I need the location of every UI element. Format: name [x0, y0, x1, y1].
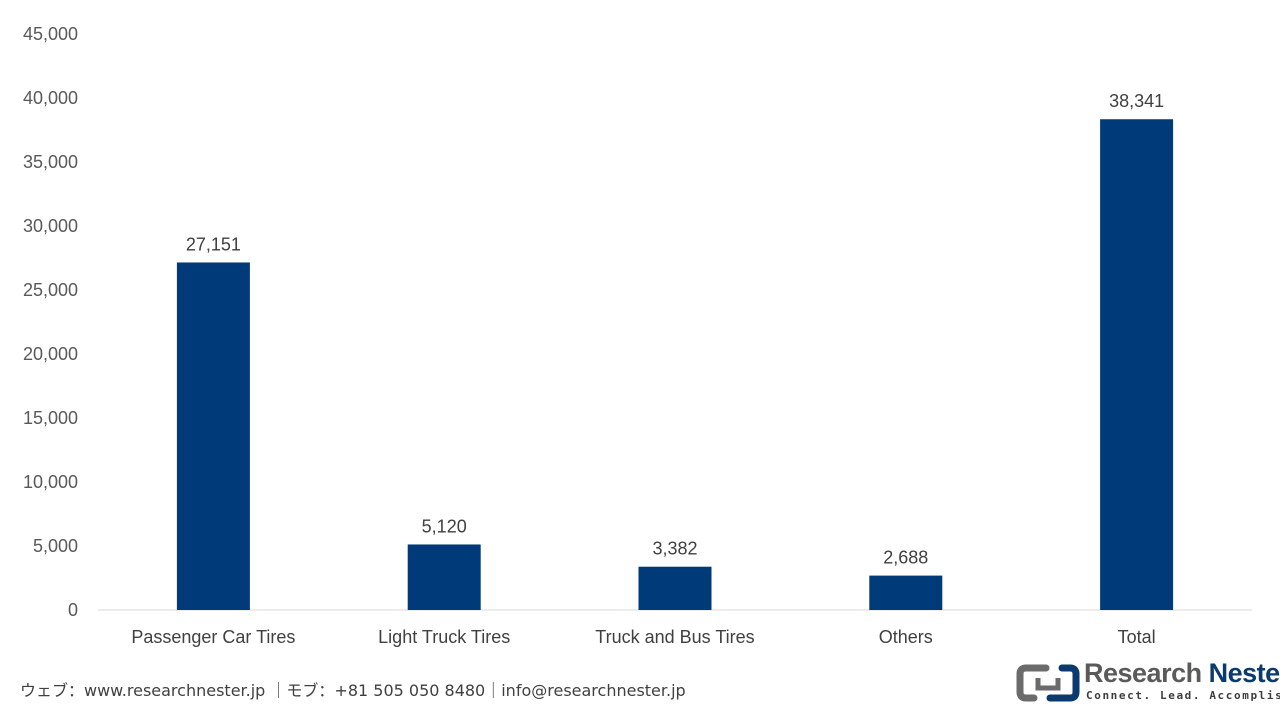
y-tick-label: 40,000 [23, 88, 78, 108]
y-tick-label: 30,000 [23, 216, 78, 236]
x-category-label: Light Truck Tires [378, 627, 510, 647]
bar-data-label: 38,341 [1109, 91, 1164, 111]
y-tick-label: 15,000 [23, 408, 78, 428]
x-category-label: Passenger Car Tires [131, 627, 295, 647]
bar [407, 544, 481, 610]
x-category-label: Total [1118, 627, 1156, 647]
research-nester-logo-icon [1016, 664, 1080, 702]
y-tick-label: 20,000 [23, 344, 78, 364]
y-tick-label: 25,000 [23, 280, 78, 300]
logo-name-part1: Research [1084, 658, 1209, 688]
bar-data-label: 3,382 [652, 539, 697, 559]
x-category-label: Others [879, 627, 933, 647]
y-axis: 0 5,000 10,000 15,000 20,000 25,000 30,000 35,0… [23, 24, 78, 620]
logo-title: Research Nester [1084, 658, 1280, 689]
bar-data-label: 5,120 [422, 516, 467, 536]
y-tick-label: 35,000 [23, 152, 78, 172]
category-labels: Passenger Car Tires Light Truck Tires Truc… [131, 627, 1155, 647]
footer-contact: ウェブ：www.researchnester.jp ｜モブ：+81 505 05… [20, 681, 686, 700]
bar [1100, 119, 1174, 610]
bar [176, 262, 250, 610]
logo-tagline: Connect. Lead. Accomplish [1086, 689, 1280, 702]
research-nester-logo: Research Nester Connect. Lead. Accomplis… [1016, 658, 1280, 708]
logo-name-part2: Nester [1208, 658, 1280, 688]
bar [869, 575, 943, 610]
y-tick-label: 45,000 [23, 24, 78, 44]
y-tick-label: 10,000 [23, 472, 78, 492]
bars [176, 119, 1174, 610]
bar-data-label: 2,688 [883, 548, 928, 568]
bar-data-label: 27,151 [186, 234, 241, 254]
bar [638, 566, 712, 610]
y-tick-label: 0 [68, 600, 78, 620]
x-category-label: Truck and Bus Tires [595, 627, 754, 647]
data-labels: 27,151 5,120 3,382 2,688 38,341 [186, 91, 1164, 567]
y-tick-label: 5,000 [33, 536, 78, 556]
bar-chart: 0 5,000 10,000 15,000 20,000 25,000 30,000 35,0… [23, 24, 1252, 647]
